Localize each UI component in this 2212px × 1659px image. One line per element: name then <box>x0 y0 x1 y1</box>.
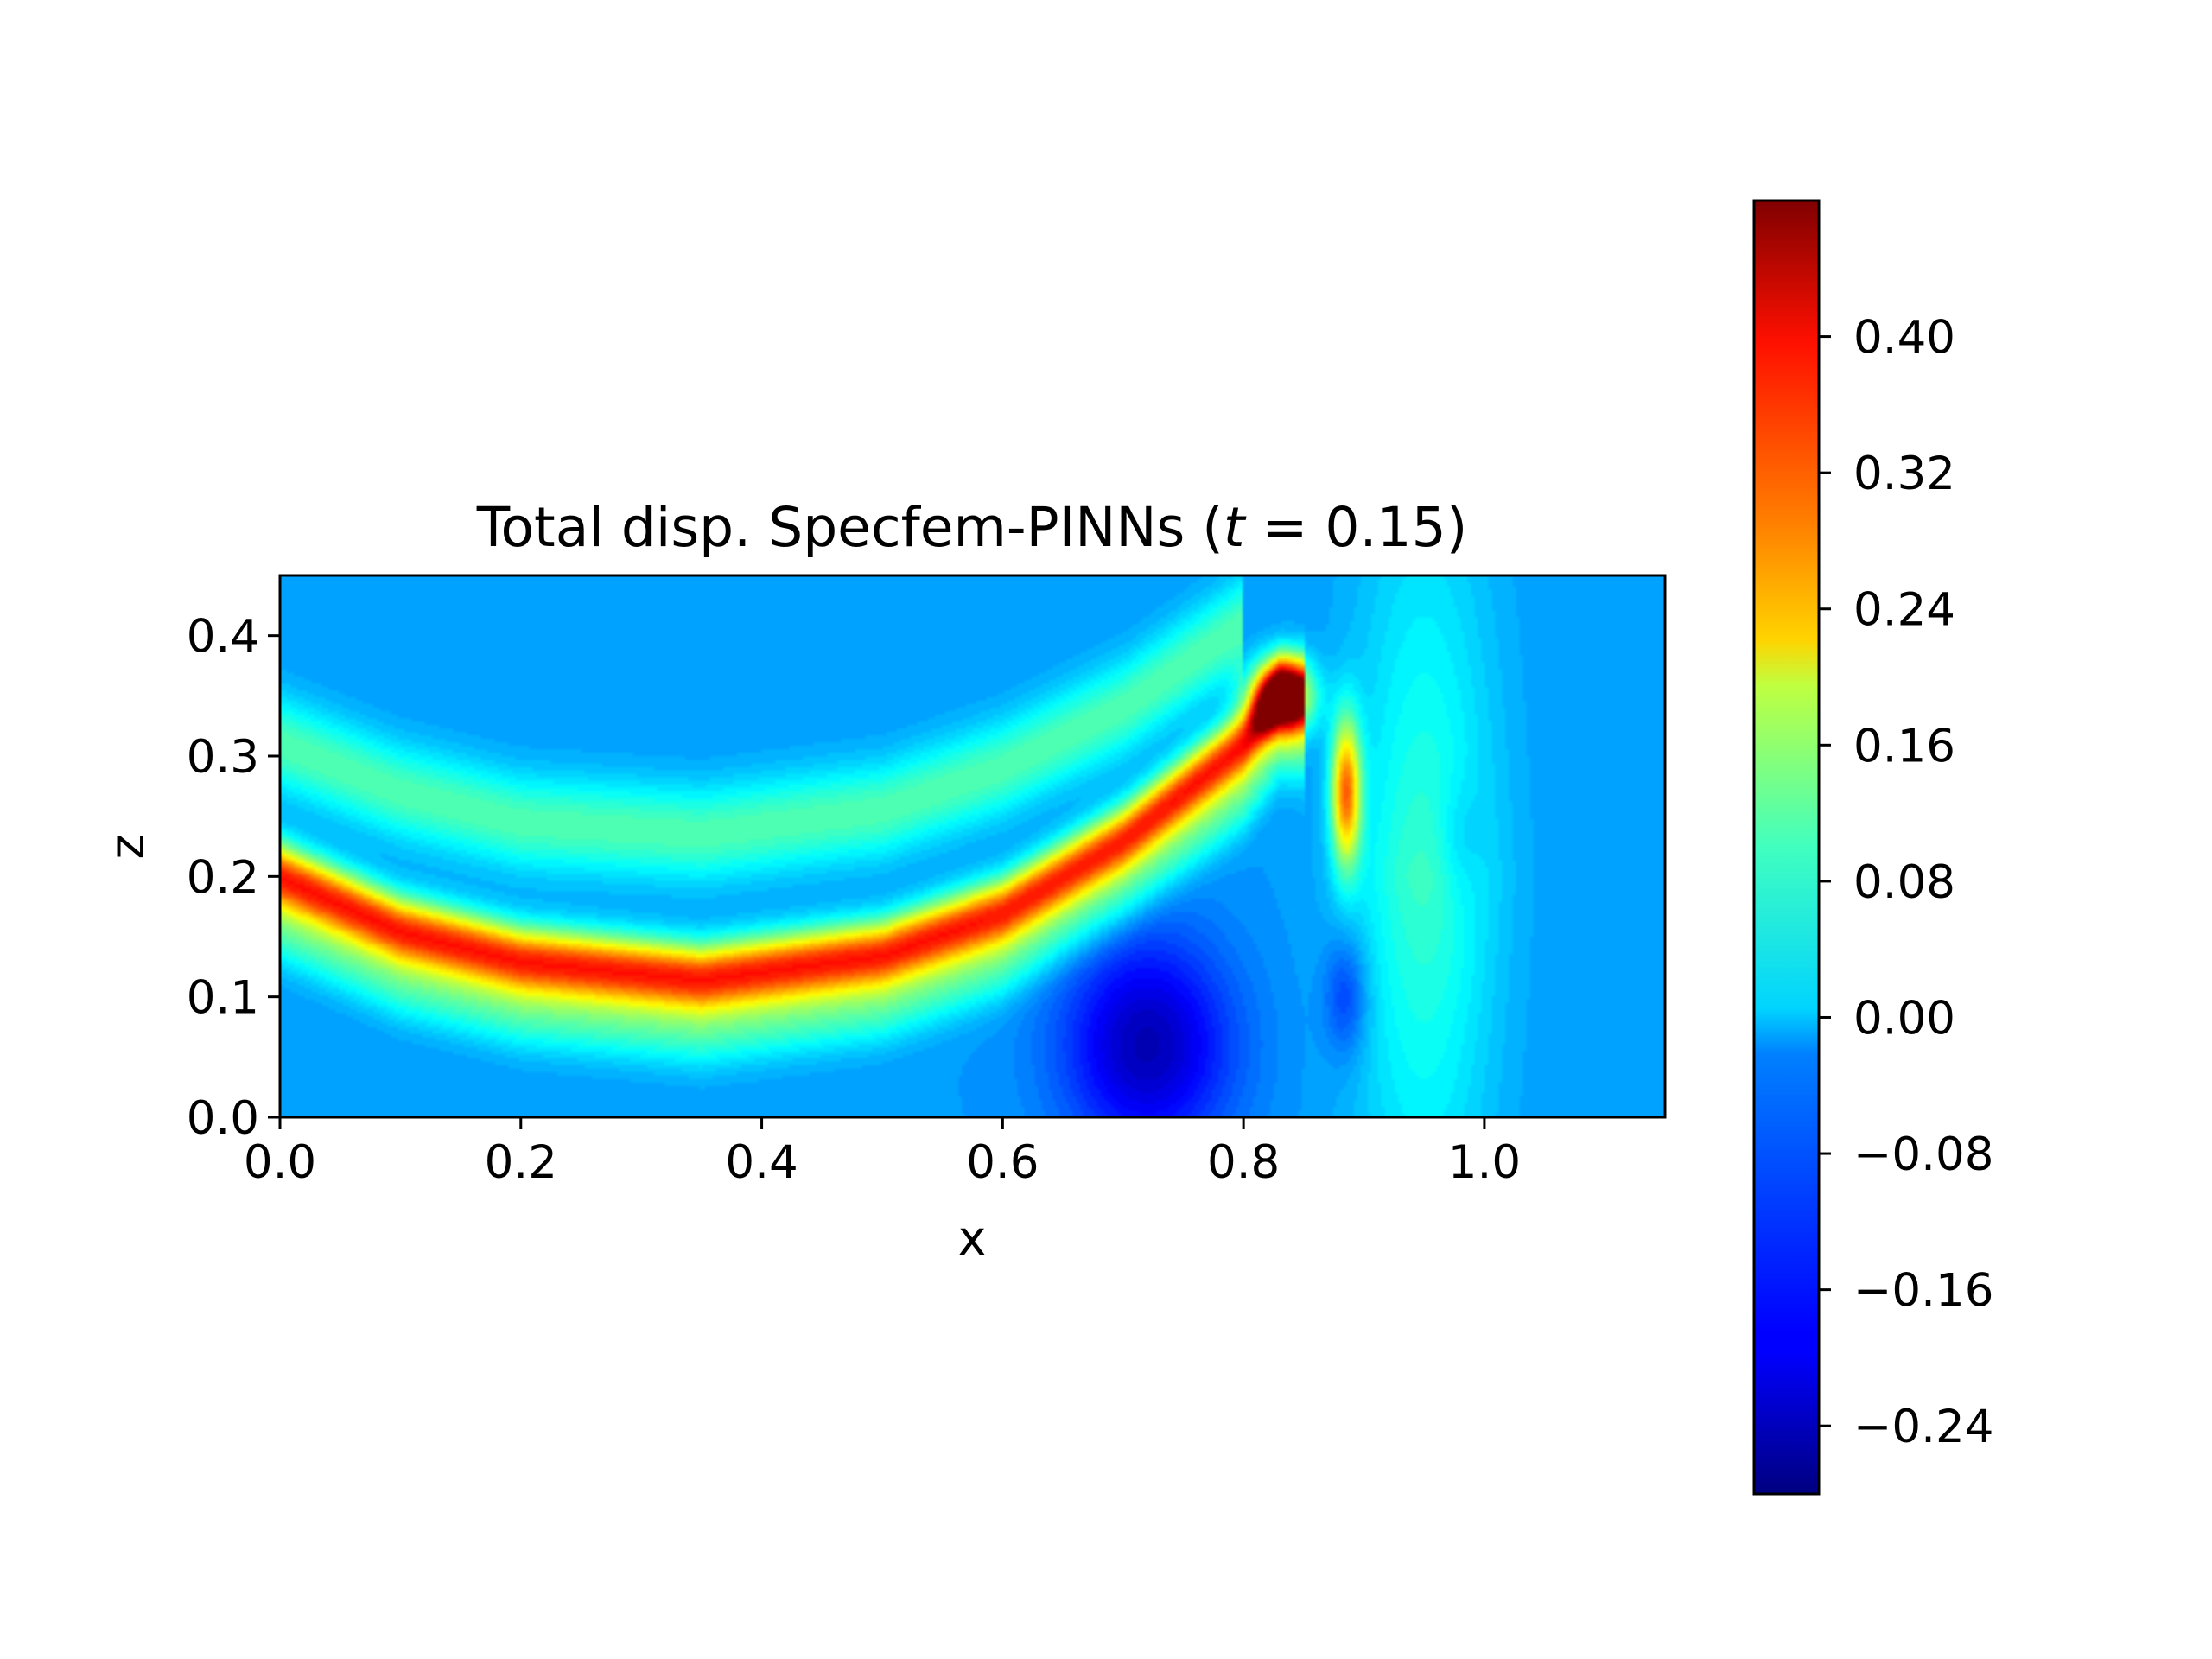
x-axis-label: x <box>958 1211 987 1266</box>
colorbar-tick-label: −0.24 <box>1853 1401 1993 1453</box>
y-tick-label: 0.0 <box>187 1092 259 1145</box>
x-tick-label: 0.6 <box>966 1136 1039 1189</box>
y-tick-label: 0.1 <box>187 972 259 1025</box>
chart-title: Total disp. Specfem-PINNs (t = 0.15) <box>476 496 1468 559</box>
colorbar-gradient <box>1752 199 1821 1496</box>
x-tick-label: 0.8 <box>1207 1136 1280 1189</box>
x-tick-label: 0.4 <box>725 1136 798 1189</box>
colorbar-tick-label: −0.16 <box>1853 1265 1993 1318</box>
colorbar-tick-label: 0.24 <box>1853 584 1955 637</box>
colorbar-tick-label: 0.00 <box>1853 992 1955 1045</box>
colorbar-tick-label: 0.40 <box>1853 312 1955 365</box>
x-tick-label: 0.2 <box>485 1136 557 1189</box>
plot-frame <box>278 574 1667 1119</box>
y-tick-label: 0.4 <box>187 611 259 664</box>
x-tick-label: 0.0 <box>244 1136 316 1189</box>
y-tick-label: 0.3 <box>187 731 259 784</box>
x-tick-label: 1.0 <box>1448 1136 1521 1189</box>
colorbar-tick-label: 0.08 <box>1853 856 1955 909</box>
y-axis: 0.0 0.1 0.2 0.3 0.4 <box>187 611 280 1145</box>
colorbar-tick-label: 0.32 <box>1853 448 1955 500</box>
colorbar-tick-label: 0.16 <box>1853 720 1955 772</box>
heatmap-image <box>280 575 1665 1117</box>
colorbar-ticks: −0.24 −0.16 −0.08 0.00 0.08 0.16 0.24 0.32 0.40 <box>1819 312 1993 1453</box>
x-axis: 0.0 0.2 0.4 0.6 0.8 1.0 <box>244 1117 1521 1189</box>
y-axis-label: z <box>99 835 155 860</box>
colorbar-tick-label: −0.08 <box>1853 1128 1993 1181</box>
heatmap-field <box>280 575 1665 1117</box>
y-tick-label: 0.2 <box>187 851 259 904</box>
colorbar: −0.24 −0.16 −0.08 0.00 0.08 0.16 0.24 0.32 0.40 <box>1752 199 1993 1496</box>
